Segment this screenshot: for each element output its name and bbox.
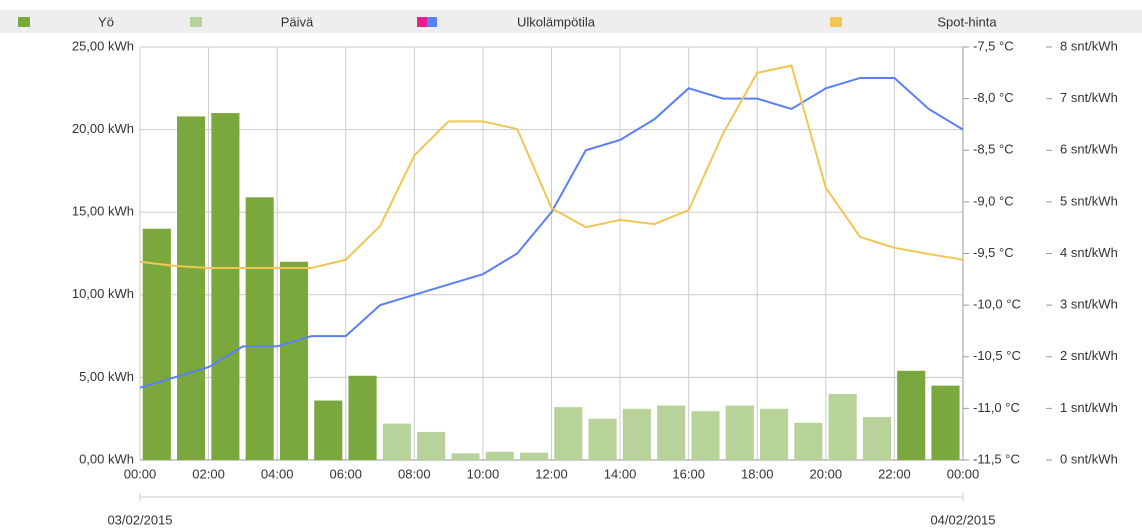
bar	[931, 385, 960, 460]
y-tick-label: 10,00 kWh	[72, 286, 134, 301]
y3-tick-label: 8 snt/kWh	[1060, 38, 1118, 53]
bar	[862, 417, 891, 460]
date-label: 04/02/2015	[930, 512, 995, 527]
x-tick-label: 00:00	[947, 466, 980, 481]
y2-tick-label: -8,5 °C	[973, 142, 1014, 157]
y-tick-label: 15,00 kWh	[72, 204, 134, 219]
x-tick-label: 00:00	[124, 466, 157, 481]
x-tick-label: 08:00	[398, 466, 431, 481]
bar	[211, 113, 240, 460]
y2-tick-label: -9,0 °C	[973, 193, 1014, 208]
x-tick-label: 16:00	[672, 466, 705, 481]
y3-tick-label: 6 snt/kWh	[1060, 142, 1118, 157]
bar	[897, 370, 926, 460]
legend-swatch	[190, 17, 202, 27]
y-tick-label: 0,00 kWh	[79, 451, 134, 466]
y-tick-label: 25,00 kWh	[72, 38, 134, 53]
bar	[828, 393, 857, 460]
bar	[759, 408, 789, 460]
bar	[245, 197, 274, 460]
x-tick-label: 22:00	[878, 466, 911, 481]
y3-tick-label: 5 snt/kWh	[1060, 193, 1118, 208]
bar	[554, 407, 583, 460]
x-tick-label: 18:00	[741, 466, 774, 481]
y2-tick-label: -11,5 °C	[973, 451, 1020, 466]
bar	[279, 261, 309, 460]
y2-tick-label: -11,0 °C	[973, 400, 1020, 415]
y3-tick-label: 1 snt/kWh	[1060, 400, 1118, 415]
y2-tick-label: -10,0 °C	[973, 297, 1021, 312]
bar	[794, 422, 823, 460]
legend-label: Yö	[98, 14, 114, 29]
legend-label: Ulkolämpötila	[517, 14, 596, 29]
bar	[519, 452, 549, 460]
x-tick-label: 04:00	[261, 466, 294, 481]
bar	[177, 116, 206, 460]
legend-background	[0, 10, 1142, 33]
x-tick-label: 12:00	[535, 466, 568, 481]
x-tick-label: 06:00	[329, 466, 362, 481]
y3-tick-label: 7 snt/kWh	[1060, 90, 1118, 105]
line	[139, 76, 964, 389]
bar	[657, 405, 686, 460]
legend-label: Spot-hinta	[937, 14, 997, 29]
y3-tick-label: 4 snt/kWh	[1060, 245, 1118, 260]
bar	[417, 431, 446, 460]
bar	[314, 400, 343, 460]
x-tick-label: 10:00	[467, 466, 500, 481]
bar	[485, 451, 514, 460]
bar	[382, 423, 411, 460]
x-tick-label: 20:00	[810, 466, 843, 481]
y2-tick-label: -9,5 °C	[973, 245, 1014, 260]
bar	[451, 453, 480, 460]
date-label: 03/02/2015	[107, 512, 172, 527]
y3-tick-label: 2 snt/kWh	[1060, 348, 1118, 363]
legend-swatch	[427, 17, 437, 27]
y-tick-label: 5,00 kWh	[79, 369, 134, 384]
legend-swatch	[830, 17, 842, 27]
bar	[622, 408, 651, 460]
legend-icon-accent	[417, 17, 427, 27]
bar	[725, 405, 754, 460]
bar	[691, 411, 720, 460]
legend-label: Päivä	[281, 14, 314, 29]
y3-tick-label: 0 snt/kWh	[1060, 451, 1118, 466]
line	[139, 64, 964, 269]
bar	[348, 375, 377, 460]
y2-tick-label: -8,0 °C	[973, 90, 1014, 105]
y3-tick-label: 3 snt/kWh	[1060, 297, 1118, 312]
bar	[588, 418, 617, 460]
legend-swatch	[18, 17, 30, 27]
y2-tick-label: -7,5 °C	[973, 38, 1014, 53]
x-tick-label: 14:00	[604, 466, 637, 481]
y2-tick-label: -10,5 °C	[973, 348, 1021, 363]
x-tick-label: 02:00	[192, 466, 225, 481]
bar	[142, 228, 171, 460]
y-tick-label: 20,00 kWh	[72, 121, 134, 136]
